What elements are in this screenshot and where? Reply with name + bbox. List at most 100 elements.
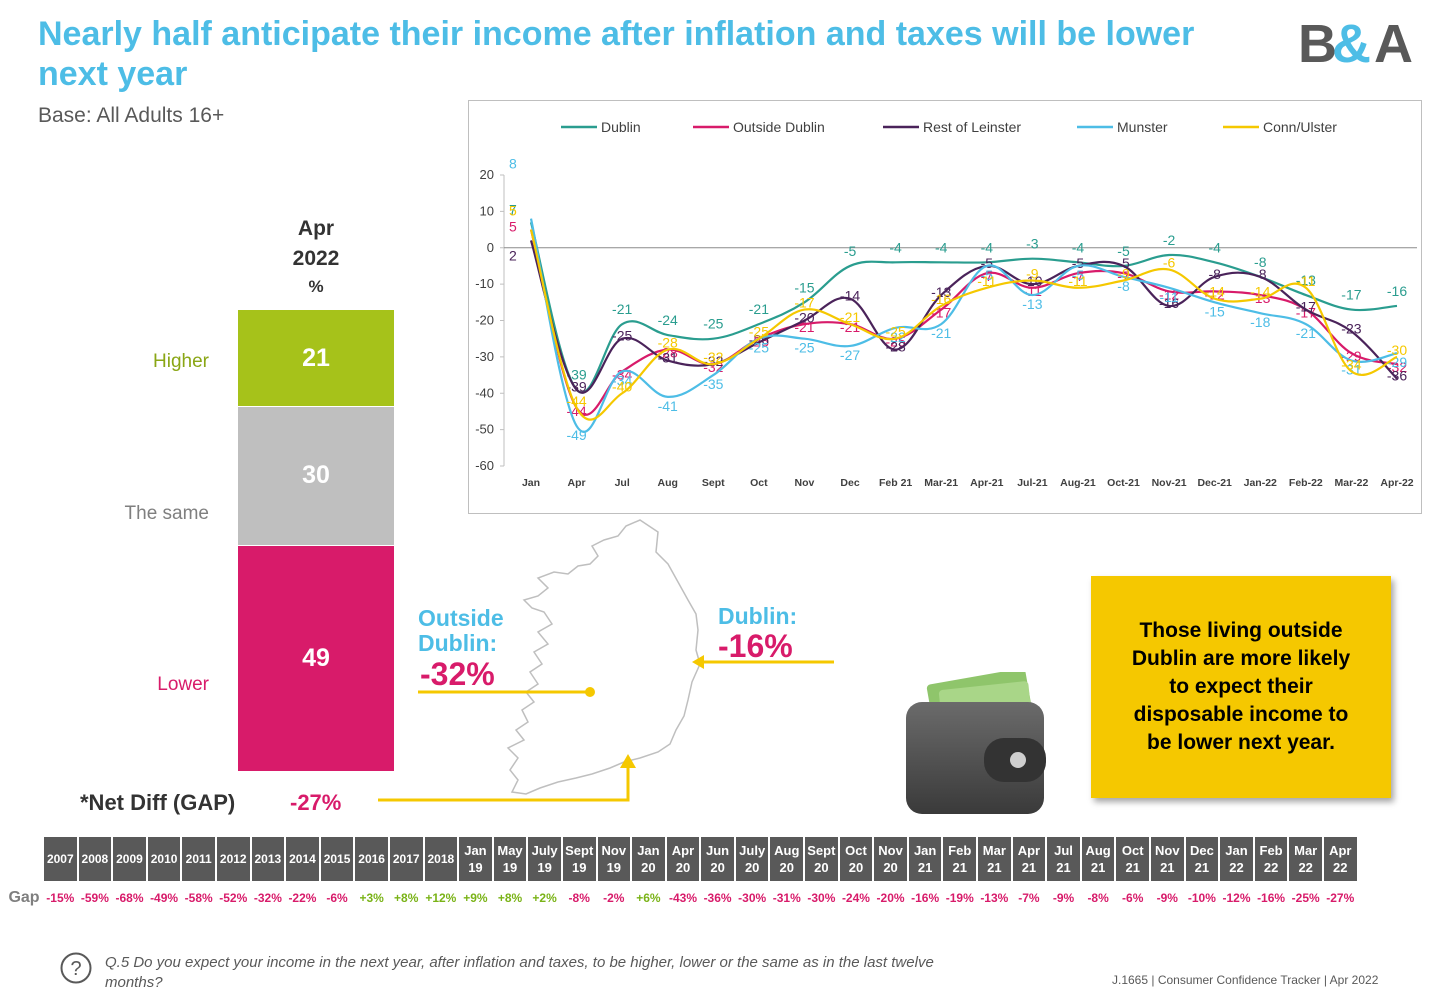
data-label-rest-of-leinster: -25 — [612, 328, 632, 344]
x-tick-label: Nov-21 — [1152, 477, 1187, 489]
gap-value-cell: -8% — [568, 891, 590, 905]
data-label-conn-ulster: -9 — [1026, 265, 1039, 281]
gap-header-cell: Apr 21 — [1012, 837, 1046, 881]
gap-header-cell: 2018 — [424, 837, 458, 881]
gap-table: 2007 2008 2009 2010 2011 2012 2013 2014 2015 2016… — [4, 835, 1359, 915]
stack-segment-higher: 21 — [238, 310, 394, 407]
data-label-rest-of-leinster: 2 — [509, 247, 517, 263]
x-tick-label: Oct — [750, 477, 768, 489]
gap-header-cell: Nov 20 — [874, 837, 907, 881]
gap-value-cell: -52% — [219, 891, 248, 905]
data-label-dublin: -24 — [658, 312, 678, 328]
data-label-rest-of-leinster: -28 — [886, 339, 906, 355]
x-tick-label: Aug — [658, 477, 678, 489]
outside-dublin-value: -32% — [420, 656, 495, 692]
data-label-outside-dublin: -12 — [1205, 286, 1225, 302]
line-chart-svg: 20 10 0 -10 -20 -30 -40 -50 -60 Jan Apr Jul Aug Sept O… — [475, 119, 1417, 489]
ba-logo: B & A — [1298, 14, 1413, 68]
gap-value-cell: +8% — [497, 891, 523, 905]
gap-header-cell: July 19 — [528, 837, 561, 881]
data-label-dublin: -4 — [1072, 239, 1085, 255]
gap-arrowhead — [620, 754, 636, 768]
gap-table-header: 2007 2008 2009 2010 2011 2012 2013 2014 2015 2016… — [6, 837, 1357, 881]
series-line-outside-dublin — [529, 229, 1398, 416]
series-line-rest-of-leinster — [529, 240, 1398, 394]
y-tick-label: -20 — [475, 313, 494, 328]
x-tick-label: Oct-21 — [1107, 477, 1140, 489]
data-label-conn-ulster: -25 — [886, 324, 906, 340]
stack-header-unit: % — [308, 277, 324, 296]
y-tick-label: -10 — [475, 276, 494, 291]
gap-value-cell: -68% — [115, 891, 144, 905]
stack-header: Apr 2022 % — [238, 214, 394, 300]
legend-label-outside-dublin: Outside Dublin — [733, 119, 825, 135]
x-tick-label: Mar-21 — [924, 477, 958, 489]
x-tick-label: Apr — [568, 477, 586, 489]
data-label-dublin: -4 — [889, 239, 902, 255]
gap-header-cell: Feb 21 — [943, 837, 977, 881]
data-label-outside-dublin: -29 — [1341, 348, 1361, 364]
gap-value-cell: -30% — [738, 891, 767, 905]
y-tick-label: -40 — [475, 385, 494, 400]
gap-row-label: Gap — [8, 889, 40, 906]
data-label-conn-ulster: -21 — [840, 309, 860, 325]
gap-header-cell: Sept 20 — [805, 837, 838, 881]
stack-label-the-same: The same — [124, 503, 209, 525]
net-diff-label: *Net Diff (GAP) — [80, 790, 236, 815]
svg-text:&: & — [1332, 14, 1371, 68]
gap-header-cell: 2007 — [44, 837, 77, 881]
gap-value-cell: -9% — [1052, 891, 1075, 905]
gap-value-cell: +6% — [636, 891, 661, 905]
data-label-dublin: -2 — [1163, 232, 1176, 248]
y-tick-label: 0 — [487, 240, 494, 255]
gap-header-cell: Nov 19 — [597, 837, 631, 881]
gap-header-cell: Nov 21 — [1151, 837, 1184, 881]
x-tick-label: Dec-21 — [1197, 477, 1232, 489]
gap-value-cell: +3% — [359, 891, 384, 905]
y-tick-label: -50 — [475, 422, 494, 437]
gap-header-cell: Apr 22 — [1323, 837, 1357, 881]
x-tick-label: Feb 21 — [879, 477, 912, 489]
data-label-conn-ulster: 5 — [509, 203, 517, 219]
gap-value-cell: -8% — [1087, 891, 1109, 905]
data-label-munster: -25 — [749, 340, 769, 356]
data-label-conn-ulster: -30 — [1387, 342, 1407, 358]
data-label-munster: -25 — [794, 340, 814, 356]
data-label-rest-of-leinster: -20 — [794, 310, 814, 326]
base-note: Base: All Adults 16+ — [38, 104, 225, 127]
gap-header-cell: Jan 22 — [1220, 837, 1253, 881]
data-label-rest-of-leinster: -31 — [658, 350, 678, 366]
stack-label-lower: Lower — [157, 673, 209, 695]
gap-value-cell: -24% — [841, 891, 870, 905]
svg-text:B: B — [1298, 14, 1335, 68]
data-label-conn-ulster: -40 — [612, 378, 632, 394]
data-label-dublin: -21 — [612, 301, 632, 317]
gap-value-cell: -49% — [150, 891, 179, 905]
y-tick-label: -60 — [475, 458, 494, 473]
data-label-dublin: -15 — [794, 279, 814, 295]
ireland-map-area — [378, 519, 834, 802]
gap-header-cell: Jan 20 — [632, 837, 665, 881]
svg-text:A: A — [1374, 14, 1413, 68]
gap-value-cell: -9% — [1156, 891, 1178, 905]
gap-header-cell: 2012 — [216, 837, 250, 881]
gap-header-cell: Feb 22 — [1254, 837, 1288, 881]
gap-value-cell: -25% — [1291, 891, 1320, 905]
data-label-rest-of-leinster: -13 — [931, 284, 951, 300]
gap-value-cell: -30% — [807, 891, 836, 905]
data-label-conn-ulster: -25 — [749, 324, 769, 340]
gap-table-values: Gap -15% -59% -68% -49% -58% -52% -32% -22% -6% +3… — [6, 883, 1357, 913]
ireland-map-outline — [506, 519, 701, 795]
data-label-dublin: -4 — [935, 239, 948, 255]
stack-header-year: 2022 — [292, 247, 340, 270]
page-title: Nearly half anticipate their income afte… — [38, 15, 1195, 93]
x-tick-label: Nov — [795, 477, 815, 489]
series-line-conn-ulster — [529, 229, 1398, 421]
gap-header-cell: Aug 21 — [1081, 837, 1115, 881]
data-label-munster: -5 — [1072, 267, 1085, 283]
x-tick-label: Jul — [615, 477, 630, 489]
data-label-conn-ulster: -28 — [658, 335, 678, 351]
gap-header-cell: 2015 — [320, 837, 354, 881]
data-label-rest-of-leinster: -14 — [840, 288, 860, 304]
data-label-rest-of-leinster: -36 — [1387, 368, 1407, 384]
